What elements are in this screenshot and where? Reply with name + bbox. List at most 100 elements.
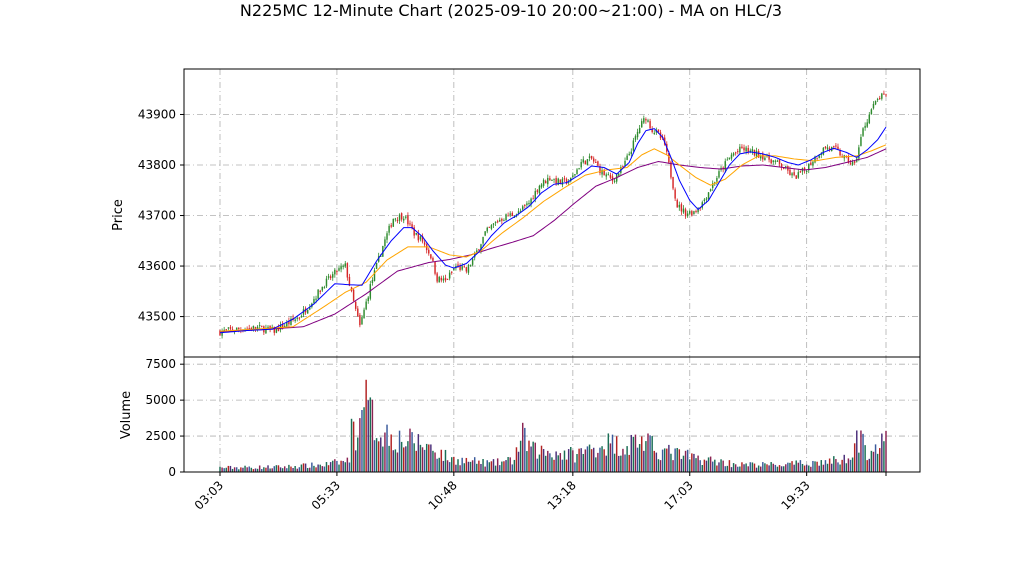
candle-body [501,218,503,221]
candle-body [851,161,854,165]
volume-bar [444,449,447,472]
candle-body [392,218,395,227]
volume-bar [749,462,752,472]
candle-body [290,318,292,326]
candle-body [697,208,699,213]
candle-body [361,317,363,325]
candle-body [653,132,655,134]
candle-body [705,198,708,200]
candle-body [363,309,365,319]
volume-bar [465,457,468,472]
candle-body [377,256,380,262]
candle-body [590,155,593,159]
candle-body [640,121,643,128]
volume-bar [689,459,691,472]
candle-body [638,128,641,133]
volume-bar [709,456,712,472]
candle-body [622,165,624,167]
volume-bar [776,466,779,472]
volume-bar [634,434,637,472]
volume-bar [879,448,881,472]
volume-bar [476,463,478,472]
candle-body [741,146,743,149]
volume-bar [363,407,365,472]
candle-body [797,172,800,178]
candle-body [868,114,871,124]
volume-bar [862,433,864,472]
volume-bar [718,462,720,472]
candle-body [739,146,741,153]
volume-bar [705,460,708,472]
volume-bar [682,455,685,472]
volume-bar [461,457,463,472]
volume-bar [565,459,568,472]
candle-body [521,206,524,210]
volume-bar [271,468,273,472]
candle-body [808,163,810,171]
candle-body [776,160,779,162]
candle-body [584,160,587,165]
volume-bar [242,467,244,472]
volume-y-tick-label: 0 [168,465,176,479]
volume-bar [795,460,797,472]
candle-body [649,121,651,129]
volume-bar [313,465,315,472]
volume-bar [609,443,612,472]
volume-bar [369,397,372,472]
volume-bar [818,465,820,472]
candle-body [367,297,369,302]
candle-body [785,166,787,168]
candle-body [747,148,749,153]
volume-bar [684,450,687,472]
candle-body [273,326,276,333]
volume-bar [488,462,491,472]
candle-body [407,215,409,225]
volume-bar [384,432,386,472]
candle-body [415,233,417,235]
candle-body [709,189,712,191]
volume-bar [350,418,353,472]
candle-body [238,327,240,329]
volume-bar [768,465,770,472]
candle-body [810,162,812,165]
candle-body [772,160,774,163]
volume-bar [380,437,382,472]
volume-bar [286,468,288,472]
volume-bar [402,447,405,472]
candle-body [693,211,695,215]
candle-body [352,289,355,301]
volume-bar [737,466,739,472]
volume-bar [225,467,227,472]
candle-body [465,267,468,272]
candle-body [478,249,480,251]
candle-body [275,328,278,333]
volume-bars [219,379,887,472]
candle-body [611,176,614,181]
volume-bar [561,459,564,472]
volume-bar [766,464,768,472]
candle-body [597,161,599,166]
volume-bar [649,435,651,472]
volume-bar [388,445,390,472]
candle-body [557,178,559,185]
candle-body [567,181,570,183]
candle-body [396,220,399,222]
candle-body [442,278,445,281]
candle-body [603,171,605,176]
candle-body [325,278,328,287]
volume-bar [693,453,695,472]
candle-body [822,147,825,155]
volume-bar [680,458,683,472]
candle-body [413,227,415,236]
candle-body [618,173,620,176]
volume-bar [881,433,883,472]
volume-bar [496,458,499,472]
volume-bar [382,446,384,472]
candle-body [354,301,357,309]
candle-body [532,198,534,200]
volume-bar [843,454,845,472]
candle-body [789,169,791,176]
candle-body [561,178,564,185]
candle-body [691,211,693,216]
candle-body [252,325,255,329]
